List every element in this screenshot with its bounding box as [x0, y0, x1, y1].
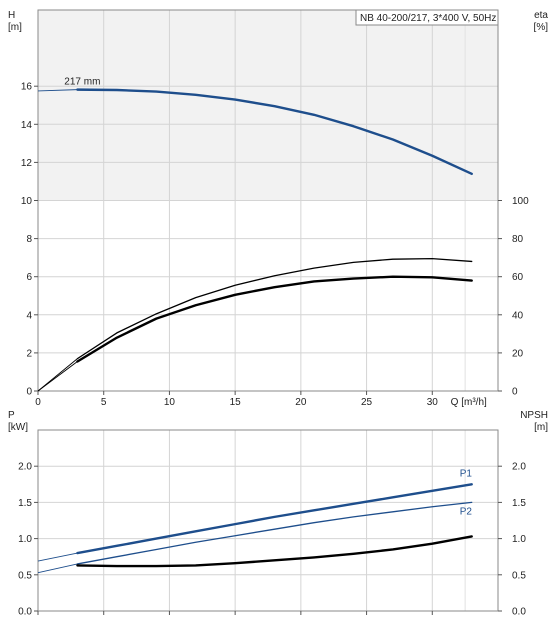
series-line-curve-2	[76, 535, 473, 568]
series-line-217-mm	[76, 88, 473, 176]
x-axis-tick-label: 10	[164, 397, 176, 408]
series-line-p2	[76, 501, 473, 565]
left-axis-tick-label: 2	[26, 348, 32, 359]
right-axis-tick-label: 1.5	[512, 498, 526, 509]
right-axis-tick-label: 0.5	[512, 570, 526, 581]
x-axis-tick-label: 20	[295, 397, 307, 408]
x-axis-tick-label: 0	[35, 397, 41, 408]
series-label-217-mm: 217 mm	[64, 77, 100, 88]
right-axis-unit: [%]	[534, 22, 549, 33]
x-axis-tick-label: 5	[101, 397, 107, 408]
right-axis-tick-label: 0	[512, 387, 518, 398]
right-axis-tick-label: 40	[512, 310, 524, 321]
chart-title-box: NB 40-200/217, 3*400 V, 50Hz	[355, 9, 499, 26]
plot-background	[38, 430, 498, 611]
series-label-p2: P2	[460, 506, 473, 517]
left-axis-tick-label: 0.5	[18, 570, 32, 581]
left-axis-tick-label: 0	[26, 387, 32, 398]
right-axis-unit: [m]	[534, 422, 548, 433]
right-axis-tick-label: 80	[512, 234, 524, 245]
left-axis-tick-label: 8	[26, 234, 32, 245]
x-axis-tick-label: 25	[361, 397, 373, 408]
x-axis-label: Q [m³/h]	[451, 397, 487, 408]
right-axis-tick-label: 100	[512, 196, 529, 207]
series-label-p1: P1	[460, 468, 473, 479]
series-extension-p2	[37, 563, 78, 574]
right-axis-title: NPSH	[520, 410, 548, 421]
right-axis-tick-label: 2.0	[512, 462, 526, 473]
left-axis-tick-label: 16	[21, 82, 33, 93]
x-axis-tick-label: 15	[230, 397, 242, 408]
chart-title-frame	[355, 9, 499, 26]
left-axis-tick-label: 2.0	[18, 462, 32, 473]
x-axis-tick-label: 30	[427, 397, 439, 408]
right-axis-tick-label: 1.0	[512, 534, 526, 545]
plot-frame	[37, 429, 499, 612]
chart-title: NB 40-200/217, 3*400 V, 50Hz	[360, 13, 496, 24]
left-axis-tick-label: 1.0	[18, 534, 32, 545]
left-axis-title: H	[8, 10, 15, 21]
left-axis-tick-label: 6	[26, 272, 32, 283]
series-line-curve-1	[76, 275, 473, 363]
right-axis-tick-label: 0.0	[512, 607, 526, 618]
series-line-p1	[76, 483, 473, 555]
left-axis-tick-label: 10	[21, 196, 33, 207]
left-axis-tick-label: 12	[21, 158, 33, 169]
left-axis-tick-label: 4	[26, 310, 32, 321]
series-extension-217-mm	[37, 89, 78, 92]
left-axis-title: P	[8, 410, 15, 421]
series-extension-p1	[37, 552, 78, 562]
left-axis-unit: [m]	[8, 22, 22, 33]
right-axis-title: eta	[534, 10, 548, 21]
series-line-curve-2	[76, 257, 473, 360]
right-axis-tick-label: 60	[512, 272, 524, 283]
series-extension-curve-2	[37, 358, 78, 392]
left-axis-unit: [kW]	[8, 422, 28, 433]
left-axis-tick-label: 14	[21, 120, 33, 131]
right-axis-tick-label: 20	[512, 348, 524, 359]
left-axis-tick-label: 0.0	[18, 607, 32, 618]
left-axis-tick-label: 1.5	[18, 498, 32, 509]
